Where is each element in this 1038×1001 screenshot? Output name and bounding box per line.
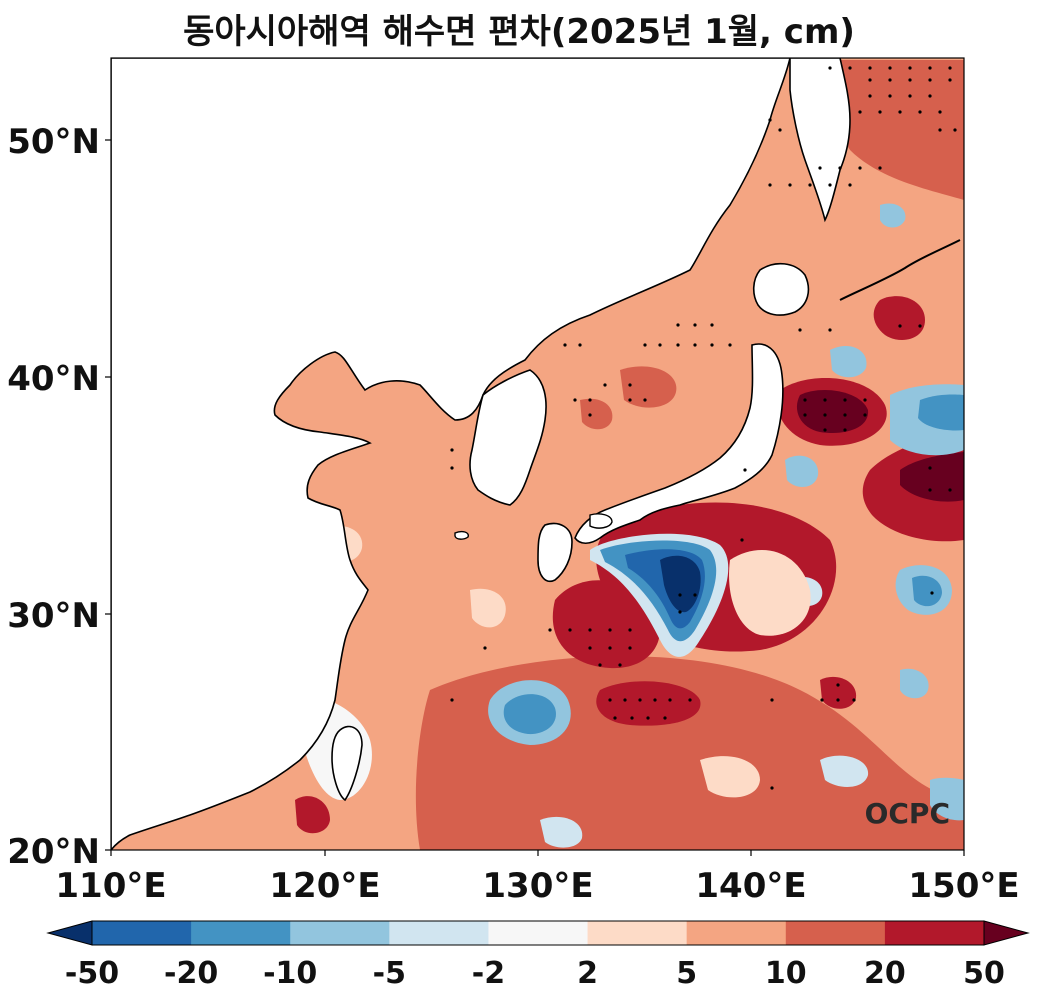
colorbar-tick-label: 2	[577, 956, 598, 991]
colorbar-segment	[587, 921, 688, 945]
lat-tick-40n: 40°N	[7, 359, 100, 399]
ocpc-watermark: OCPC	[865, 797, 950, 830]
axis-ticks	[105, 139, 965, 856]
colorbar-tick-label: 5	[676, 956, 697, 991]
lat-tick-50n: 50°N	[7, 122, 100, 162]
colorbar-segment	[488, 921, 589, 945]
colorbar	[46, 920, 1030, 946]
anomaly-field	[111, 58, 964, 850]
map-title: 동아시아해역 해수면 편차(2025년 1월, cm)	[183, 12, 855, 52]
lon-tick-140e: 140°E	[695, 866, 806, 906]
lon-tick-110e: 110°E	[55, 866, 166, 906]
colorbar-tick-label: -2	[472, 956, 505, 991]
colorbar-labels: -50 -20 -10 -5 -2 2 5 10 20 50	[65, 956, 1005, 991]
colorbar-tick-label: 50	[963, 956, 1005, 991]
land-asia-mainland	[111, 58, 791, 850]
colorbar-extend-max	[983, 920, 1030, 946]
colorbar-tick-label: -10	[263, 956, 317, 991]
colorbar-segment	[92, 921, 192, 945]
land-japan-hokkaido	[752, 262, 810, 316]
colorbar-segment	[785, 921, 886, 945]
land-jeju	[454, 530, 469, 540]
significance-stipple	[450, 66, 957, 790]
land-shikoku	[589, 513, 613, 529]
anomaly-region-east-china-sea	[552, 580, 660, 669]
colorbar-tick-label: 10	[765, 956, 807, 991]
lat-tick-30n: 30°N	[7, 596, 100, 636]
land-kuril	[839, 239, 961, 301]
colorbar-segment	[389, 921, 489, 945]
colorbar-tick-label: -50	[65, 956, 119, 991]
lon-tick-120e: 120°E	[269, 866, 380, 906]
lat-tick-20n: 20°N	[7, 832, 100, 872]
land-korean-peninsula	[469, 369, 547, 506]
colorbar-segment	[686, 921, 787, 945]
land-japan-kyushu	[537, 522, 573, 582]
lon-tick-130e: 130°E	[482, 866, 593, 906]
colorbar-tick-label: -20	[164, 956, 218, 991]
colorbar-tick-label: 20	[864, 956, 906, 991]
colorbar-segment	[884, 921, 985, 945]
colorbar-segment	[290, 921, 390, 945]
lon-tick-150e: 150°E	[908, 866, 1019, 906]
colorbar-frame	[91, 920, 985, 946]
colorbar-extend-min	[46, 920, 93, 946]
land-taiwan	[331, 725, 363, 802]
land-sakhalin	[789, 58, 851, 223]
anomaly-region-ryukyu	[596, 681, 701, 726]
colorbar-tick-label: -5	[373, 956, 406, 991]
colorbar-segment	[191, 921, 291, 945]
